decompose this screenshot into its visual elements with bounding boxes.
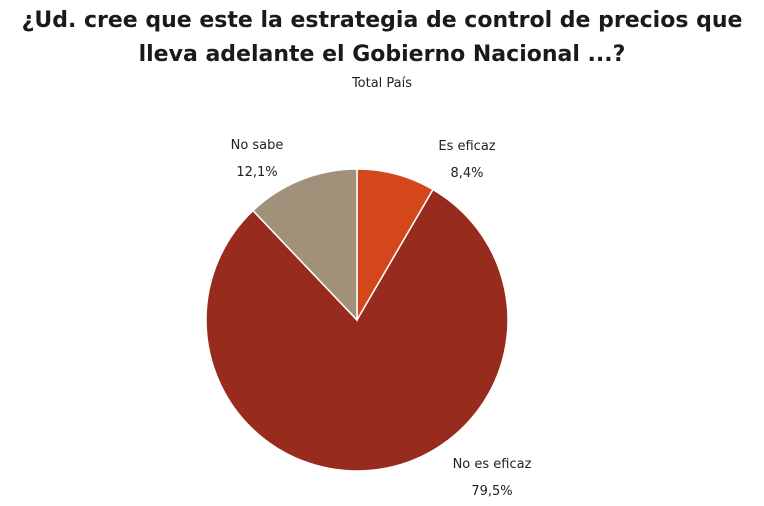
slice-label-no-es-eficaz: No es eficaz — [453, 457, 532, 472]
chart-subtitle: Total País — [351, 76, 413, 91]
pie-slice-no-es-eficaz — [205, 188, 509, 472]
slice-value-es-eficaz: 8,4% — [450, 166, 483, 181]
chart-title: ¿Ud. cree que este la estrategia de cont… — [0, 4, 764, 72]
pie-slice-no-sabe — [251, 168, 358, 322]
chart-title-line-1: ¿Ud. cree que este la estrategia de cont… — [21, 8, 743, 33]
slice-value-no-es-eficaz: 79,5% — [471, 484, 512, 499]
slice-value-no-sabe: 12,1% — [236, 165, 277, 180]
slice-label-no-sabe: No sabe — [231, 138, 284, 153]
slice-label-es-eficaz: Es eficaz — [438, 139, 495, 154]
chart-title-line-2: lleva adelante el Gobierno Nacional ...? — [138, 42, 626, 67]
